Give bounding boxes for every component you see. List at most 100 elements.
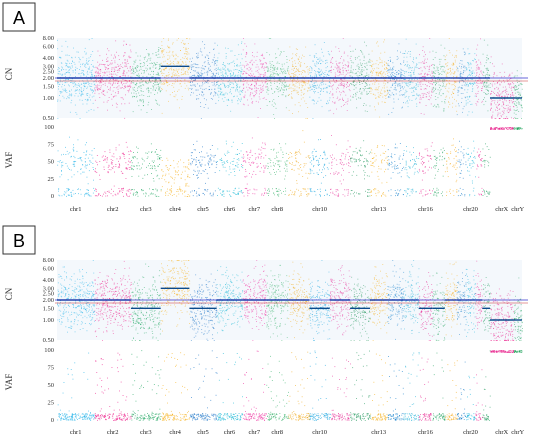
- cn-point: [191, 92, 192, 93]
- cn-point: [112, 76, 113, 78]
- cn-point: [349, 75, 351, 77]
- cn-point: [148, 54, 149, 56]
- cn-point: [220, 70, 222, 72]
- cn-point: [79, 58, 80, 60]
- cn-point: [283, 89, 285, 91]
- cn-point: [65, 76, 66, 77]
- cn-point: [66, 81, 68, 83]
- cn-point: [80, 83, 82, 85]
- cn-point: [269, 76, 271, 78]
- vaf-point: [151, 152, 152, 153]
- cn-tick-label: 8.00: [43, 35, 54, 42]
- cn-point: [189, 81, 190, 83]
- cn-point: [167, 39, 169, 41]
- cn-point: [267, 79, 269, 81]
- cn-point: [207, 62, 209, 64]
- cn-point: [217, 68, 219, 70]
- cn-point: [234, 81, 236, 83]
- cn-point: [387, 60, 389, 61]
- vaf-point: [72, 163, 74, 165]
- vaf-point: [89, 153, 91, 155]
- cn-point: [458, 103, 459, 105]
- cn-point: [483, 104, 485, 106]
- cn-point: [387, 90, 389, 92]
- vaf-point: [242, 167, 244, 169]
- cn-point: [221, 94, 223, 96]
- cn-point: [222, 82, 224, 84]
- cn-point: [384, 83, 386, 85]
- cn-point: [434, 79, 436, 81]
- cn-point: [146, 88, 148, 90]
- vaf-point: [154, 166, 156, 168]
- cn-point: [294, 67, 295, 69]
- cn-point: [392, 75, 394, 76]
- cn-point: [281, 72, 283, 73]
- cn-point: [513, 94, 515, 96]
- cn-point: [309, 70, 311, 71]
- vaf-point: [103, 166, 105, 168]
- cn-point: [347, 55, 349, 57]
- cn-point: [184, 43, 185, 45]
- cn-point: [487, 44, 489, 46]
- cn-point: [503, 90, 504, 92]
- cn-point: [75, 69, 76, 71]
- cn-point: [107, 109, 108, 111]
- cn-point: [60, 57, 62, 59]
- cn-point: [265, 81, 267, 83]
- cn-point: [357, 78, 359, 80]
- cn-point: [259, 75, 261, 77]
- cn-point: [233, 86, 235, 88]
- cn-point: [216, 61, 218, 63]
- cn-point: [114, 56, 116, 58]
- vaf-point: [103, 159, 104, 161]
- cn-point: [227, 69, 229, 71]
- cn-point: [472, 85, 473, 87]
- cn-point: [246, 64, 248, 66]
- cn-point: [295, 54, 296, 56]
- cn-point: [298, 71, 299, 72]
- cn-point: [160, 81, 162, 83]
- cn-point: [477, 101, 479, 103]
- cn-point: [94, 80, 96, 82]
- cn-point: [415, 65, 417, 67]
- cn-point: [315, 85, 317, 87]
- cn-point: [498, 94, 500, 96]
- cn-point: [375, 87, 377, 89]
- cn-point: [405, 50, 406, 52]
- cn-point: [292, 63, 294, 65]
- cn-point: [139, 82, 141, 84]
- cn-point: [406, 65, 408, 66]
- cn-point: [425, 96, 427, 98]
- cn-point: [124, 86, 125, 88]
- cn-point: [384, 90, 386, 92]
- cn-point: [477, 90, 479, 92]
- cn-point: [181, 74, 183, 75]
- vaf-point: [164, 175, 166, 177]
- cn-point: [85, 75, 87, 77]
- cn-point: [366, 111, 368, 112]
- cn-point: [186, 54, 188, 56]
- cn-point: [294, 88, 296, 90]
- cn-point: [453, 63, 454, 64]
- cn-point: [97, 88, 98, 90]
- vaf-point: [159, 155, 161, 156]
- cn-point: [305, 75, 307, 77]
- cn-point: [491, 91, 493, 92]
- cn-point: [457, 87, 459, 89]
- cn-point: [106, 71, 108, 73]
- cn-point: [215, 63, 216, 64]
- cn-point: [371, 66, 373, 68]
- cn-point: [87, 63, 89, 65]
- cn-point: [444, 71, 446, 73]
- cn-point: [340, 57, 341, 59]
- cn-point: [467, 62, 469, 63]
- cn-point: [151, 70, 152, 72]
- cn-point: [511, 93, 513, 95]
- cn-point: [222, 73, 223, 75]
- cn-point: [508, 111, 510, 113]
- vaf-point: [136, 165, 138, 167]
- cn-point: [146, 112, 148, 113]
- cn-point: [380, 93, 382, 94]
- cn-point: [299, 84, 300, 86]
- cn-point: [355, 84, 357, 86]
